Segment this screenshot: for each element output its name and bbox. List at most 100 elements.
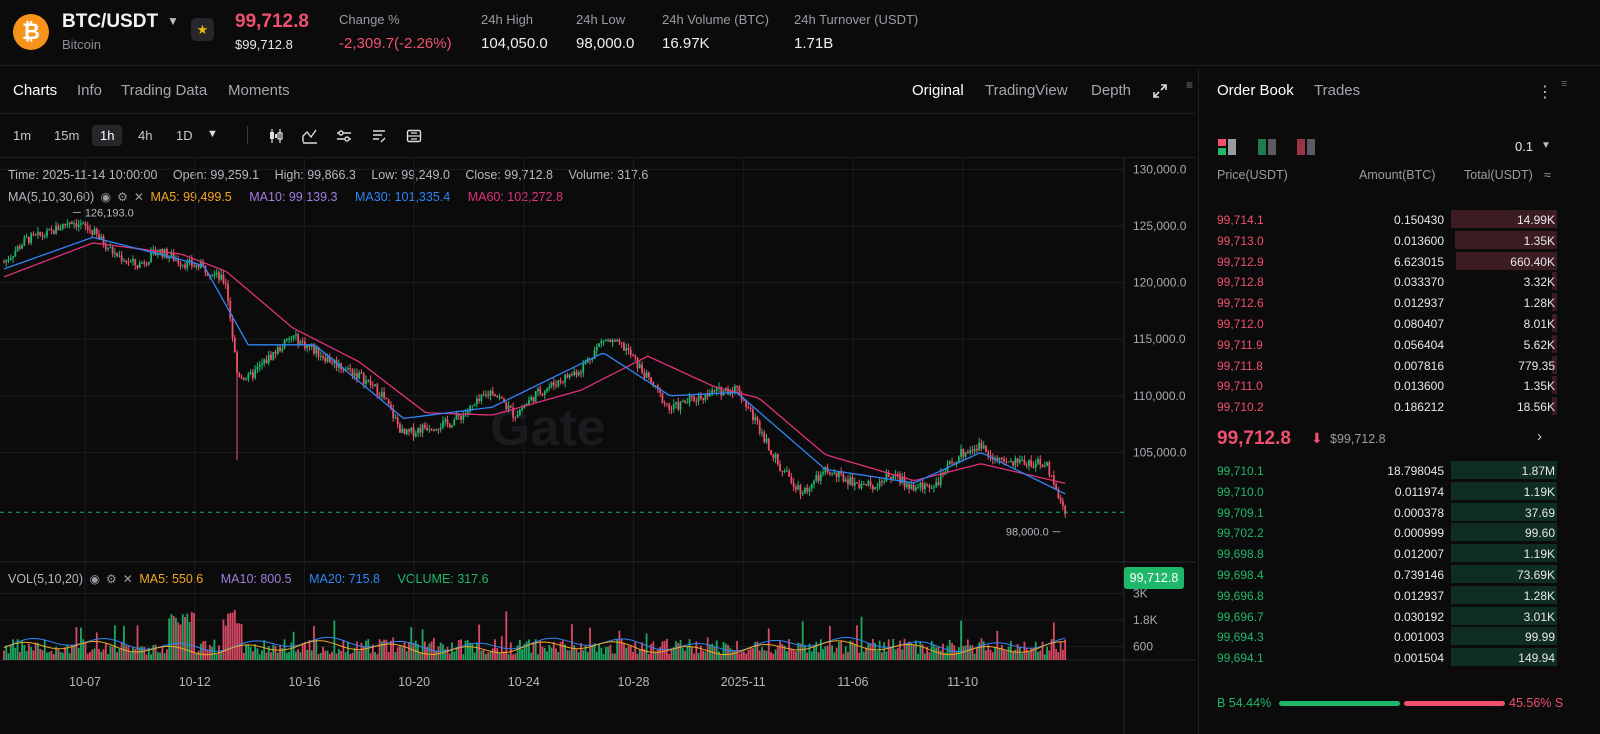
timeframe-1m[interactable]: 1m <box>13 128 32 143</box>
candlestick-type-icon[interactable] <box>268 128 284 144</box>
tab-charts[interactable]: Charts <box>13 82 58 99</box>
ask-row[interactable]: 99,710.2 0.186212 18.56K <box>1199 396 1600 416</box>
order-price: 99,710.2 <box>1217 400 1264 415</box>
scrollbar[interactable]: ≡ <box>1561 78 1568 90</box>
candlestick-chart[interactable]: 130,000.0 125,000.0 120,000.0 115,000.0 110,… <box>0 158 1196 734</box>
timeframe-4h[interactable]: 4h <box>138 128 153 143</box>
candle-body <box>611 340 614 343</box>
draw-tools-icon[interactable] <box>371 128 387 144</box>
settings-icon[interactable]: ⚙ <box>106 572 117 586</box>
ask-row[interactable]: 99,712.8 0.033370 3.32K <box>1199 271 1600 291</box>
ask-row[interactable]: 99,712.6 0.012937 1.28K <box>1199 292 1600 312</box>
volume-bar <box>586 652 589 660</box>
candle-body <box>460 416 462 420</box>
bid-row[interactable]: 99,709.1 0.000378 37.69 <box>1199 502 1600 522</box>
order-price: 99,712.9 <box>1217 254 1264 269</box>
ohlc-close: Close: 99,712.8 <box>465 168 553 182</box>
tab-original[interactable]: Original <box>912 82 964 99</box>
tab-trades[interactable]: Trades <box>1314 82 1361 99</box>
ask-row[interactable]: 99,711.0 0.013600 1.35K <box>1199 375 1600 395</box>
volume-bar <box>485 654 487 660</box>
order-amount: 0.012007 <box>1393 547 1444 562</box>
volume-bar <box>985 650 987 660</box>
candle-body <box>213 274 216 276</box>
tab-order-book[interactable]: Order Book <box>1217 82 1294 99</box>
ask-row[interactable]: 99,711.8 0.007816 779.35 <box>1199 355 1600 375</box>
asks-only-view-icon[interactable] <box>1296 138 1316 156</box>
tab-depth[interactable]: Depth <box>1091 82 1132 99</box>
bid-row[interactable]: 99,710.1 18.798045 1.87M <box>1199 460 1600 480</box>
eye-icon[interactable]: ◉ <box>89 572 101 586</box>
bid-row[interactable]: 99,694.3 0.001003 99.99 <box>1199 626 1600 646</box>
x-axis-tick-label: 10-07 <box>69 675 101 689</box>
tab-moments[interactable]: Moments <box>228 82 290 99</box>
both-sides-view-icon[interactable] <box>1217 138 1237 156</box>
candle-body <box>910 484 913 489</box>
candle-body <box>324 357 327 362</box>
settings-sliders-icon[interactable] <box>336 128 352 144</box>
bid-row[interactable]: 99,698.8 0.012007 1.19K <box>1199 543 1600 563</box>
volume-bar <box>419 652 422 660</box>
volume-bar <box>962 645 965 660</box>
candle-body <box>322 356 324 358</box>
tab-tradingview[interactable]: TradingView <box>985 82 1068 99</box>
bids-only-view-icon[interactable] <box>1257 138 1277 156</box>
volume-bar <box>313 625 315 660</box>
close-icon[interactable]: ✕ <box>122 572 133 586</box>
volume-bar <box>89 652 91 660</box>
indicators-icon[interactable] <box>302 128 318 144</box>
bid-row[interactable]: 99,694.1 0.001504 149.94 <box>1199 647 1600 667</box>
ask-row[interactable]: 99,712.0 0.080407 8.01K <box>1199 313 1600 333</box>
volume-bar <box>412 642 415 660</box>
precision-select[interactable]: 0.1 <box>1515 139 1534 154</box>
volume-bar <box>471 643 474 660</box>
volume-bar <box>222 619 225 660</box>
tab-trading-data[interactable]: Trading Data <box>121 82 208 99</box>
tab-info[interactable]: Info <box>77 82 103 99</box>
candle-body <box>270 354 272 360</box>
settings-icon[interactable]: ⚙ <box>117 190 128 204</box>
total-toggle-icon[interactable]: ≈ <box>1544 168 1551 182</box>
bid-row[interactable]: 99,698.4 0.739146 73.69K <box>1199 564 1600 584</box>
favorite-star-icon[interactable]: ★ <box>191 18 214 41</box>
pair-selector[interactable]: BTC/USDT <box>62 11 159 32</box>
eye-icon[interactable]: ◉ <box>100 190 112 204</box>
more-options-icon[interactable]: ⋮ <box>1537 84 1553 101</box>
chevron-down-icon[interactable]: ▼ <box>167 14 179 28</box>
volume-bar <box>625 648 628 660</box>
expand-icon[interactable] <box>1152 83 1168 99</box>
volume-bar <box>781 644 784 660</box>
order-amount: 0.080407 <box>1393 317 1444 331</box>
close-icon[interactable]: ✕ <box>133 190 144 204</box>
candle-body <box>989 455 992 457</box>
timeframe-1h[interactable]: 1h <box>92 125 123 146</box>
volume-bar <box>550 647 553 660</box>
chevron-down-icon[interactable]: ▼ <box>1541 140 1551 151</box>
order-price: 99,710.1 <box>1217 464 1264 478</box>
candle-body <box>539 388 542 394</box>
candle-body <box>847 479 849 485</box>
bid-row[interactable]: 99,702.2 0.000999 99.60 <box>1199 522 1600 542</box>
chevron-right-icon[interactable]: › <box>1537 428 1542 445</box>
chart-tabs: Charts Info Trading Data Moments Origina… <box>0 68 1196 114</box>
candle-body <box>785 470 788 472</box>
volume-bar <box>12 639 14 660</box>
candle-body <box>896 474 899 476</box>
bid-row[interactable]: 99,696.8 0.012937 1.28K <box>1199 585 1600 605</box>
x-axis-tick-label: 10-24 <box>508 675 540 689</box>
ask-row[interactable]: 99,713.0 0.013600 1.35K <box>1199 230 1600 250</box>
drag-handle-icon[interactable]: ≡ <box>1186 78 1194 92</box>
timeframe-1d[interactable]: 1D <box>176 128 193 143</box>
volume-bar <box>577 652 580 660</box>
ask-row[interactable]: 99,714.1 0.150430 14.99K <box>1199 209 1600 229</box>
candle-body <box>745 400 748 408</box>
ask-row[interactable]: 99,711.9 0.056404 5.62K <box>1199 334 1600 354</box>
timeframe-15m[interactable]: 15m <box>54 128 80 143</box>
layout-icon[interactable] <box>406 128 422 144</box>
chevron-down-icon[interactable]: ▼ <box>207 128 218 140</box>
candle-body <box>781 470 784 472</box>
bid-row[interactable]: 99,696.7 0.030192 3.01K <box>1199 606 1600 626</box>
ask-row[interactable]: 99,712.9 6.623015 660.40K <box>1199 251 1600 271</box>
candle-body <box>819 473 822 481</box>
bid-row[interactable]: 99,710.0 0.011974 1.19K <box>1199 481 1600 501</box>
